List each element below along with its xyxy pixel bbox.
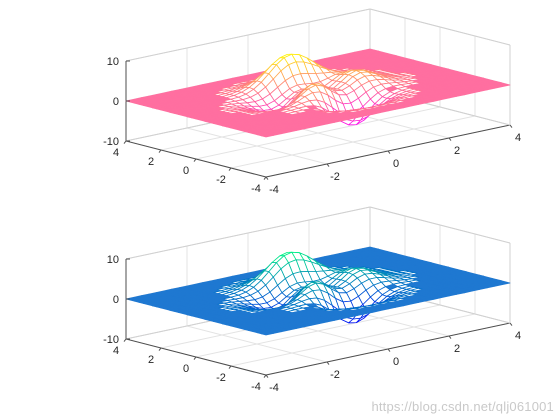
z-tick-label: -10: [103, 136, 119, 148]
mesh-cell: [261, 133, 275, 138]
x-tick-label: 0: [393, 356, 399, 368]
x-tick-mark: [509, 124, 513, 128]
y-tick-mark: [263, 176, 267, 180]
x-tick-mark: [265, 374, 269, 378]
y-tick-mark: [263, 374, 267, 378]
x-tick-mark: [448, 137, 452, 141]
x-tick-label: -4: [269, 382, 279, 394]
box-edge: [125, 8, 371, 62]
x-tick-label: 2: [454, 343, 460, 355]
y-tick-label: 0: [183, 363, 189, 375]
y-tick-label: -2: [216, 372, 226, 384]
y-tick-mark: [228, 167, 232, 171]
box-edge: [369, 8, 511, 46]
y-tick-label: -4: [251, 183, 261, 195]
z-tick-label: 10: [107, 56, 119, 68]
x-tick-mark: [265, 176, 269, 180]
z-tick-label: 10: [107, 254, 119, 266]
x-tick-mark: [448, 335, 452, 339]
floor-grid-line: [195, 106, 441, 160]
floor-grid-line: [230, 115, 476, 169]
y-tick-mark: [193, 356, 197, 360]
z-tick-label: 0: [113, 96, 119, 108]
y-tick-label: -2: [216, 174, 226, 186]
surface-mesh: [125, 48, 511, 138]
x-tick-label: 0: [393, 158, 399, 170]
y-tick-label: 2: [148, 354, 154, 366]
z-tick-label: 0: [113, 294, 119, 306]
y-tick-mark: [158, 347, 162, 351]
floor-grid-line: [195, 304, 441, 358]
x-tick-label: 4: [515, 132, 521, 144]
x-tick-mark: [509, 322, 513, 326]
x-tick-label: 2: [454, 145, 460, 157]
y-tick-label: 4: [113, 345, 119, 357]
y-tick-mark: [228, 365, 232, 369]
x-tick-label: -4: [269, 184, 279, 196]
watermark-text: https://blog.csdn.net/qlj061001: [371, 399, 554, 414]
x-tick-label: -2: [330, 171, 340, 183]
x-tick-label: 4: [515, 330, 521, 342]
x-tick-label: -2: [330, 369, 340, 381]
x-tick-mark: [387, 150, 391, 154]
x-tick-mark: [387, 348, 391, 352]
surface-mesh: [125, 246, 511, 336]
mesh-cell: [261, 331, 275, 336]
y-tick-label: 4: [113, 147, 119, 159]
y-tick-mark: [123, 338, 127, 342]
floor-grid-line: [230, 313, 476, 367]
y-tick-label: 2: [148, 156, 154, 168]
y-tick-label: 0: [183, 165, 189, 177]
y-tick-mark: [123, 140, 127, 144]
z-tick-label: -10: [103, 334, 119, 346]
y-tick-mark: [158, 149, 162, 153]
box-edge: [125, 206, 371, 260]
box-edge: [369, 206, 511, 244]
y-tick-label: -4: [251, 381, 261, 393]
x-tick-mark: [326, 361, 330, 365]
y-tick-mark: [193, 158, 197, 162]
x-tick-mark: [326, 163, 330, 167]
